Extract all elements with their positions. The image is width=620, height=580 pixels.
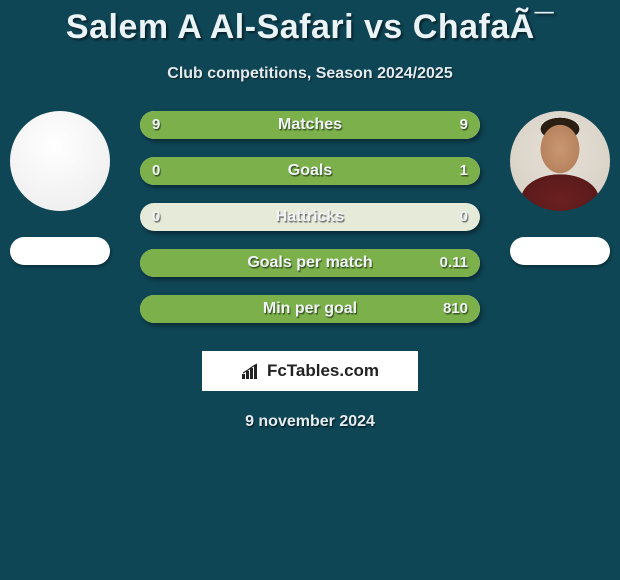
stat-row: Goals per match0.11 [140,249,480,277]
player-left-avatar [10,111,110,211]
player-left-column [5,111,115,265]
stat-row: Matches9 9 [140,111,480,139]
stat-label: Matches [140,111,480,139]
player-left-club-pill [10,237,110,265]
bars-icon [241,362,263,380]
brand-text: FcTables.com [267,361,379,381]
stat-value-right: 0.11 [440,249,468,277]
stat-value-left: 9 [152,111,160,139]
player-right-club-pill [510,237,610,265]
stat-value-right: 1 [460,157,468,185]
date-text: 9 november 2024 [0,413,620,431]
stat-value-left: 0 [152,203,160,231]
stat-row: Hattricks0 0 [140,203,480,231]
stat-value-right: 810 [443,295,468,323]
stat-label: Goals per match [140,249,480,277]
page-title: Salem A Al-Safari vs ChafaÃ¯ [0,0,620,47]
stat-value-left: 0 [152,157,160,185]
stats-list: Matches99Goals01Hattricks00Goals per mat… [140,111,480,341]
brand-box[interactable]: FcTables.com [202,351,418,391]
stat-label: Min per goal [140,295,480,323]
stat-label: Goals [140,157,480,185]
stat-value-right: 9 [460,111,468,139]
stat-row: Min per goal810 [140,295,480,323]
stat-value-right: 0 [460,203,468,231]
comparison-area: Matches99Goals01Hattricks00Goals per mat… [0,111,620,341]
stat-label: Hattricks [140,203,480,231]
stat-row: Goals0 1 [140,157,480,185]
player-right-column [505,111,615,265]
player-right-avatar [510,111,610,211]
subtitle: Club competitions, Season 2024/2025 [0,65,620,83]
